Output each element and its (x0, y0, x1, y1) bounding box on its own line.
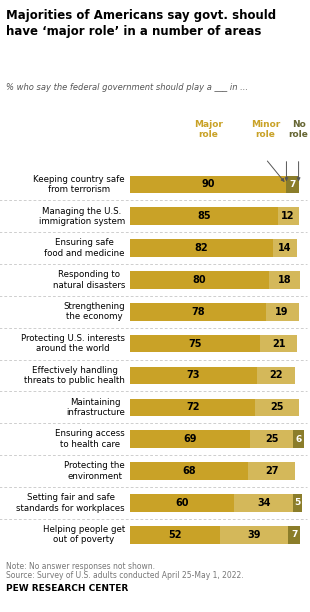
Text: 80: 80 (193, 275, 206, 285)
Bar (130, 303, 266, 321)
Bar (130, 494, 234, 512)
Bar (130, 367, 257, 384)
Bar (130, 239, 272, 257)
Text: 82: 82 (195, 243, 208, 253)
Text: Minor
role: Minor role (251, 119, 280, 139)
Text: 78: 78 (191, 307, 205, 317)
Text: 25: 25 (265, 434, 278, 444)
Text: 85: 85 (197, 211, 211, 221)
Text: Managing the U.S.
immigration system: Managing the U.S. immigration system (39, 206, 125, 226)
Text: 34: 34 (257, 498, 271, 508)
Text: 69: 69 (183, 434, 197, 444)
Bar (278, 207, 299, 225)
Text: Setting fair and safe
standards for workplaces: Setting fair and safe standards for work… (16, 493, 125, 513)
Bar (293, 430, 304, 448)
Bar (255, 398, 299, 416)
Text: PEW RESEARCH CENTER: PEW RESEARCH CENTER (6, 584, 128, 594)
Bar (288, 526, 300, 543)
Text: % who say the federal government should play a ___ in ...: % who say the federal government should … (6, 83, 248, 92)
Text: 5: 5 (294, 498, 301, 507)
Text: 19: 19 (275, 307, 289, 317)
Text: 68: 68 (182, 466, 196, 476)
Text: Ensuring safe
food and medicine: Ensuring safe food and medicine (45, 238, 125, 258)
Bar (130, 526, 220, 543)
Text: Protecting U.S. interests
around the world: Protecting U.S. interests around the wor… (21, 334, 125, 353)
Text: Ensuring access
to health care: Ensuring access to health care (55, 430, 125, 449)
Bar (272, 239, 297, 257)
Text: 14: 14 (278, 243, 291, 253)
Bar (250, 430, 293, 448)
Text: 7: 7 (291, 530, 297, 539)
Text: Maintaining
infrastructure: Maintaining infrastructure (66, 398, 125, 417)
Text: Majorities of Americans say govt. should
have ‘major role’ in a number of areas: Majorities of Americans say govt. should… (6, 9, 276, 38)
Bar (286, 176, 299, 193)
Bar (130, 335, 260, 353)
Text: 6: 6 (295, 435, 302, 444)
Text: Protecting the
environment: Protecting the environment (64, 461, 125, 481)
Bar (266, 303, 299, 321)
Text: 25: 25 (270, 402, 284, 412)
Text: 52: 52 (169, 530, 182, 540)
Text: 18: 18 (278, 275, 291, 285)
Text: 21: 21 (272, 338, 286, 349)
Text: 7: 7 (289, 180, 296, 189)
Bar (257, 367, 295, 384)
Bar (130, 430, 250, 448)
Text: 90: 90 (202, 179, 215, 189)
Bar (234, 494, 293, 512)
Bar (269, 271, 300, 289)
Text: 72: 72 (186, 402, 199, 412)
Text: Major
role: Major role (194, 119, 223, 139)
Text: Strengthening
the economy: Strengthening the economy (63, 302, 125, 321)
Text: Effectively handling
threats to public health: Effectively handling threats to public h… (24, 366, 125, 385)
Bar (130, 462, 248, 480)
Bar (130, 271, 269, 289)
Bar (130, 207, 278, 225)
Bar (220, 526, 288, 543)
Text: 73: 73 (187, 370, 200, 381)
Text: Note: No answer responses not shown.: Note: No answer responses not shown. (6, 562, 155, 571)
Text: 27: 27 (265, 466, 278, 476)
Text: 60: 60 (175, 498, 189, 508)
Text: Source: Survey of U.S. adults conducted April 25-May 1, 2022.: Source: Survey of U.S. adults conducted … (6, 571, 244, 580)
Text: Responding to
natural disasters: Responding to natural disasters (53, 271, 125, 289)
Bar (130, 176, 286, 193)
Bar (248, 462, 295, 480)
Bar (260, 335, 297, 353)
Text: 39: 39 (248, 530, 261, 540)
Text: No
role: No role (289, 119, 308, 139)
Text: Keeping country safe
from terrorism: Keeping country safe from terrorism (33, 174, 125, 194)
Text: 12: 12 (281, 211, 295, 221)
Text: Helping people get
out of poverty: Helping people get out of poverty (43, 525, 125, 545)
Text: 22: 22 (269, 370, 283, 381)
Bar (293, 494, 302, 512)
Text: 75: 75 (188, 338, 202, 349)
Bar (130, 398, 255, 416)
